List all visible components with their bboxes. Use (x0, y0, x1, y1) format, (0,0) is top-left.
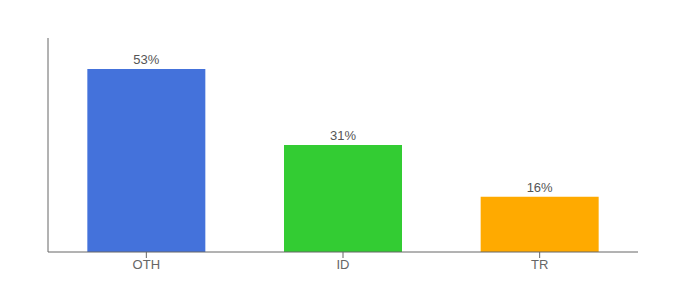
svg-text:31%: 31% (330, 128, 356, 143)
svg-text:16%: 16% (527, 180, 553, 195)
svg-text:53%: 53% (133, 52, 159, 67)
svg-text:TR: TR (531, 257, 548, 272)
svg-text:OTH: OTH (133, 257, 160, 272)
svg-text:ID: ID (337, 257, 350, 272)
